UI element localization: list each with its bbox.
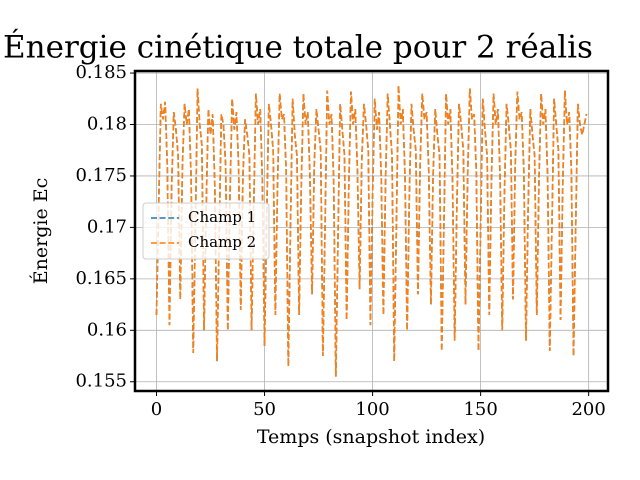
x-tick-label: 50 xyxy=(253,399,276,420)
y-tick-label: 0.165 xyxy=(75,268,127,289)
legend-label: Champ 2 xyxy=(188,233,256,251)
x-tick-label: 0 xyxy=(151,399,162,420)
y-axis-label: Énergie Ec xyxy=(29,178,52,284)
x-tick-label: 200 xyxy=(571,399,605,420)
chart-title: Énergie cinétique totale pour 2 réalis xyxy=(3,28,593,66)
y-tick-label: 0.17 xyxy=(87,216,127,237)
line-series xyxy=(155,85,588,377)
x-tick-label: 150 xyxy=(463,399,497,420)
legend: Champ 1 Champ 2 xyxy=(142,202,270,260)
axes-frame xyxy=(133,69,610,393)
x-axis-label: Temps (snapshot index) xyxy=(257,426,485,448)
legend-box xyxy=(142,202,270,260)
y-tick-label: 0.18 xyxy=(87,114,127,135)
y-tick-label: 0.16 xyxy=(87,319,127,340)
y-tick-label: 0.155 xyxy=(75,371,127,392)
x-tick-label: 100 xyxy=(355,399,389,420)
y-tick-label: 0.175 xyxy=(75,165,127,186)
legend-label: Champ 1 xyxy=(188,208,256,226)
y-tick-label: 0.185 xyxy=(75,62,127,83)
